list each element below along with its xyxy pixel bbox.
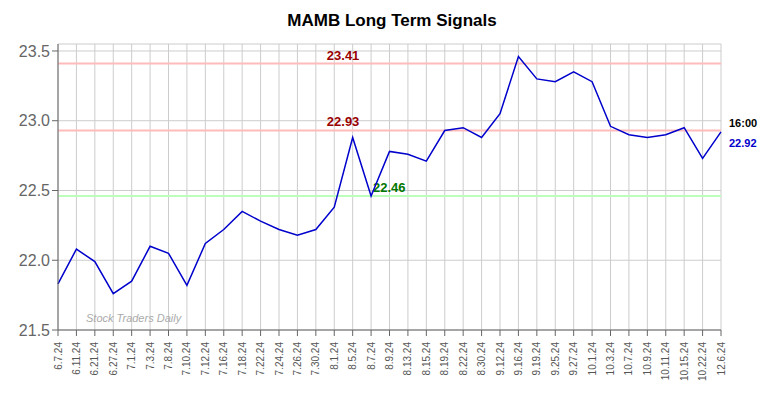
svg-text:10.3.24: 10.3.24	[605, 342, 616, 376]
svg-text:10.1.24: 10.1.24	[587, 342, 598, 376]
svg-text:8.13.24: 8.13.24	[402, 342, 413, 376]
svg-text:7.18.24: 7.18.24	[237, 342, 248, 376]
svg-text:10.7.24: 10.7.24	[623, 342, 634, 376]
svg-text:8.7.24: 8.7.24	[366, 342, 377, 370]
svg-text:23.5: 23.5	[19, 43, 50, 60]
svg-text:9.16.24: 9.16.24	[513, 342, 524, 376]
svg-text:8.30.24: 8.30.24	[476, 342, 487, 376]
svg-text:6.11.24: 6.11.24	[71, 342, 82, 375]
svg-text:12.6.24: 12.6.24	[716, 342, 727, 376]
svg-text:9.12.24: 9.12.24	[495, 342, 506, 376]
svg-text:8.5.24: 8.5.24	[347, 342, 358, 370]
svg-text:7.26.24: 7.26.24	[292, 342, 303, 376]
svg-text:7.30.24: 7.30.24	[310, 342, 321, 376]
svg-text:9.25.24: 9.25.24	[550, 342, 561, 376]
svg-text:7.3.24: 7.3.24	[145, 342, 156, 370]
svg-text:7.24.24: 7.24.24	[274, 342, 285, 376]
svg-text:10.9.24: 10.9.24	[642, 342, 653, 376]
svg-text:8.1.24: 8.1.24	[329, 342, 340, 370]
svg-text:9.27.24: 9.27.24	[568, 342, 579, 376]
svg-text:8.15.24: 8.15.24	[421, 342, 432, 376]
svg-text:8.9.24: 8.9.24	[384, 342, 395, 370]
svg-text:6.27.24: 6.27.24	[108, 342, 119, 376]
svg-text:7.12.24: 7.12.24	[200, 342, 211, 376]
svg-text:22.93: 22.93	[327, 114, 360, 129]
svg-text:22.92: 22.92	[729, 137, 757, 149]
svg-text:8.19.24: 8.19.24	[439, 342, 450, 376]
svg-text:7.10.24: 7.10.24	[181, 342, 192, 376]
svg-text:21.5: 21.5	[19, 322, 50, 339]
svg-text:9.19.24: 9.19.24	[531, 342, 542, 376]
svg-text:7.1.24: 7.1.24	[126, 342, 137, 370]
svg-text:16:00: 16:00	[729, 117, 757, 129]
svg-text:10.15.24: 10.15.24	[679, 342, 690, 381]
svg-text:22.5: 22.5	[19, 182, 50, 199]
html-text:MAMB Long Term Signals: MAMB Long Term Signals	[287, 11, 497, 30]
svg-text:22.46: 22.46	[373, 180, 406, 195]
svg-text:7.16.24: 7.16.24	[218, 342, 229, 376]
svg-text:23.41: 23.41	[327, 48, 360, 63]
svg-text:22.0: 22.0	[19, 252, 50, 269]
svg-text:7.22.24: 7.22.24	[255, 342, 266, 376]
html-text:Stock Traders Daily: Stock Traders Daily	[86, 312, 182, 324]
svg-text:6.21.24: 6.21.24	[89, 342, 100, 376]
svg-text:10.11.24: 10.11.24	[660, 342, 671, 381]
svg-text:7.8.24: 7.8.24	[163, 342, 174, 370]
svg-text:23.0: 23.0	[19, 112, 50, 129]
svg-text:10.22.24: 10.22.24	[697, 342, 708, 381]
svg-text:8.22.24: 8.22.24	[458, 342, 469, 376]
svg-text:6.7.24: 6.7.24	[53, 342, 64, 370]
